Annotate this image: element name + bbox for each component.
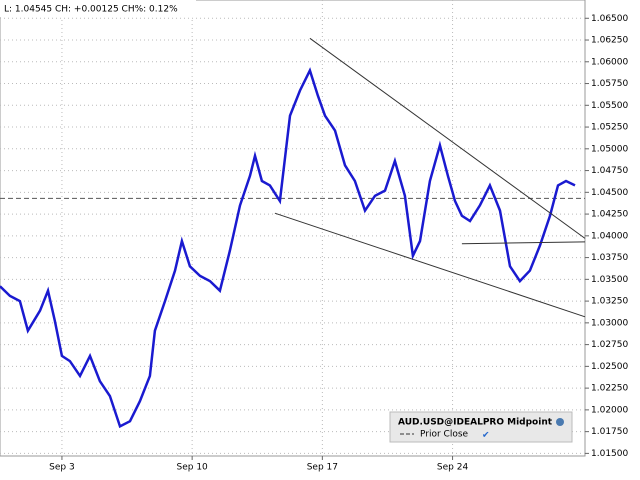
y-tick-label: 1.04500 (591, 188, 628, 198)
trendline (309, 37, 586, 239)
y-tick-label: 1.01750 (591, 427, 628, 437)
y-tick-label: 1.02250 (591, 384, 628, 394)
y-tick-label: 1.03750 (591, 253, 628, 263)
legend-icon[interactable] (556, 418, 564, 426)
y-tick-label: 1.06250 (591, 36, 628, 46)
y-tick-label: 1.01500 (591, 449, 628, 459)
y-tick-label: 1.05250 (591, 123, 628, 133)
y-tick-label: 1.03000 (591, 318, 628, 328)
header: L: 1.04545 CH: +0.00125 CH%: 0.12% (4, 5, 178, 15)
y-tick-label: 1.04750 (591, 166, 628, 176)
legend-label: AUD.USD@IDEALPRO Midpoint (398, 418, 553, 428)
y-tick-label: 1.06500 (591, 14, 628, 24)
y-tick-label: 1.02750 (591, 340, 628, 350)
legend-check[interactable]: ✔ (482, 431, 490, 441)
x-tick-label: Sep 17 (307, 463, 338, 473)
x-tick-label: Sep 24 (437, 463, 469, 473)
y-tick-label: 1.06000 (591, 57, 628, 67)
y-tick-label: 1.03500 (591, 275, 628, 285)
legend-label: Prior Close (420, 430, 469, 440)
marks (0, 37, 586, 429)
y-tick-label: 1.05000 (591, 144, 628, 154)
x-tick-label: Sep 3 (49, 463, 75, 473)
y-tick-label: 1.05500 (591, 101, 628, 111)
y-tick-label: 1.02000 (591, 405, 628, 415)
trendline (274, 212, 586, 318)
y-tick-label: 1.03250 (591, 297, 628, 307)
y-tick-label: 1.02500 (591, 362, 628, 372)
grid (0, 0, 585, 456)
header-box (0, 0, 196, 17)
price-line (0, 67, 576, 429)
y-tick-label: 1.04000 (591, 231, 628, 241)
y-tick-label: 1.05750 (591, 79, 628, 89)
plot-area (0, 0, 586, 457)
y-tick-label: 1.04250 (591, 210, 628, 220)
x-tick-label: Sep 10 (177, 463, 209, 473)
legend (389, 411, 573, 443)
trendline (461, 241, 586, 245)
